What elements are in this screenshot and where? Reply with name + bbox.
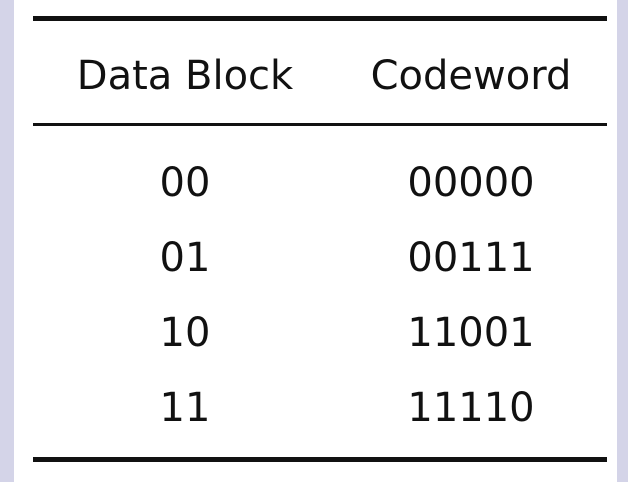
data-block-cell: 11 [159, 385, 211, 431]
data-block-cell: 10 [159, 310, 211, 356]
header-codeword: Codeword [370, 53, 572, 99]
table-panel [14, 0, 617, 482]
table-top-rule [33, 16, 607, 21]
table-bottom-rule [33, 457, 607, 462]
table-header-rule [33, 123, 607, 126]
codeword-cell: 11110 [407, 385, 535, 431]
codeword-cell: 00000 [407, 160, 535, 206]
codeword-cell: 00111 [407, 235, 535, 281]
data-block-cell: 01 [159, 235, 211, 281]
header-data-block: Data Block [76, 53, 294, 99]
data-block-cell: 00 [159, 160, 211, 206]
codeword-cell: 11001 [407, 310, 535, 356]
